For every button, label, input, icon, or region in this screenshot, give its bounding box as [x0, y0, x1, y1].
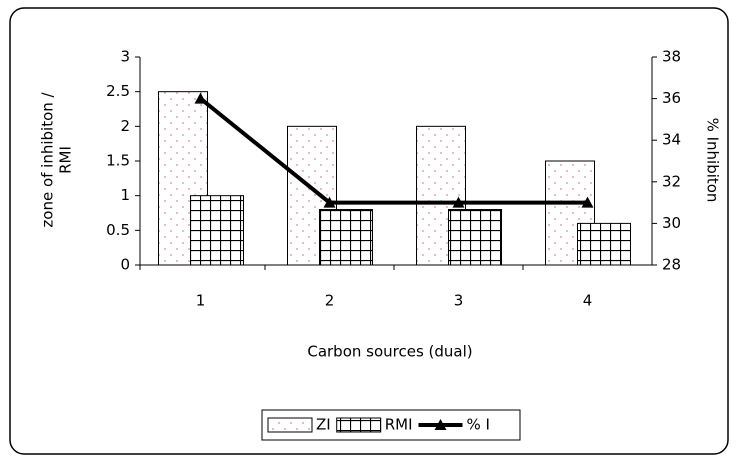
x-tick-label: 2	[325, 292, 335, 310]
legend-label: % I	[467, 416, 490, 434]
y-tick-label: 2.5	[106, 82, 130, 100]
x-tick-label: 4	[583, 292, 593, 310]
y-tick-label: 0.5	[106, 221, 130, 239]
bar	[448, 209, 502, 266]
x-axis-title: Carbon sources (dual)	[307, 343, 472, 361]
legend-label: RMI	[385, 416, 413, 434]
legend-marker	[434, 419, 447, 430]
bar	[577, 222, 631, 266]
x-tick-label: 3	[454, 292, 464, 310]
y-tick-label: 3	[120, 48, 130, 66]
y2-tick-label: 30	[662, 214, 681, 232]
y2-tick-label: 38	[662, 48, 681, 66]
y-tick-label: 1.5	[106, 152, 130, 170]
legend-label: ZI	[316, 416, 331, 434]
x-tick-label: 1	[196, 292, 206, 310]
line-marker	[323, 196, 336, 208]
line-marker	[194, 92, 207, 104]
y-tick-label: 0	[120, 256, 130, 274]
y-axis-title: RMI	[57, 146, 75, 174]
line-marker	[452, 196, 465, 208]
bar	[319, 209, 373, 266]
y2-tick-label: 28	[662, 256, 681, 274]
y2-tick-label: 34	[662, 131, 681, 149]
line	[199, 97, 588, 205]
bar	[190, 195, 244, 266]
y2-axis-title: % Inhibiton	[704, 118, 722, 203]
y-axis-title: zone of inhibiton /	[39, 91, 57, 227]
legend-swatch	[267, 417, 313, 433]
y-tick-label: 2	[120, 117, 130, 135]
line-marker	[581, 196, 594, 208]
legend-swatch	[336, 417, 382, 433]
y-tick-label: 1	[120, 186, 130, 204]
y2-tick-label: 36	[662, 89, 681, 107]
y2-tick-label: 32	[662, 172, 681, 190]
